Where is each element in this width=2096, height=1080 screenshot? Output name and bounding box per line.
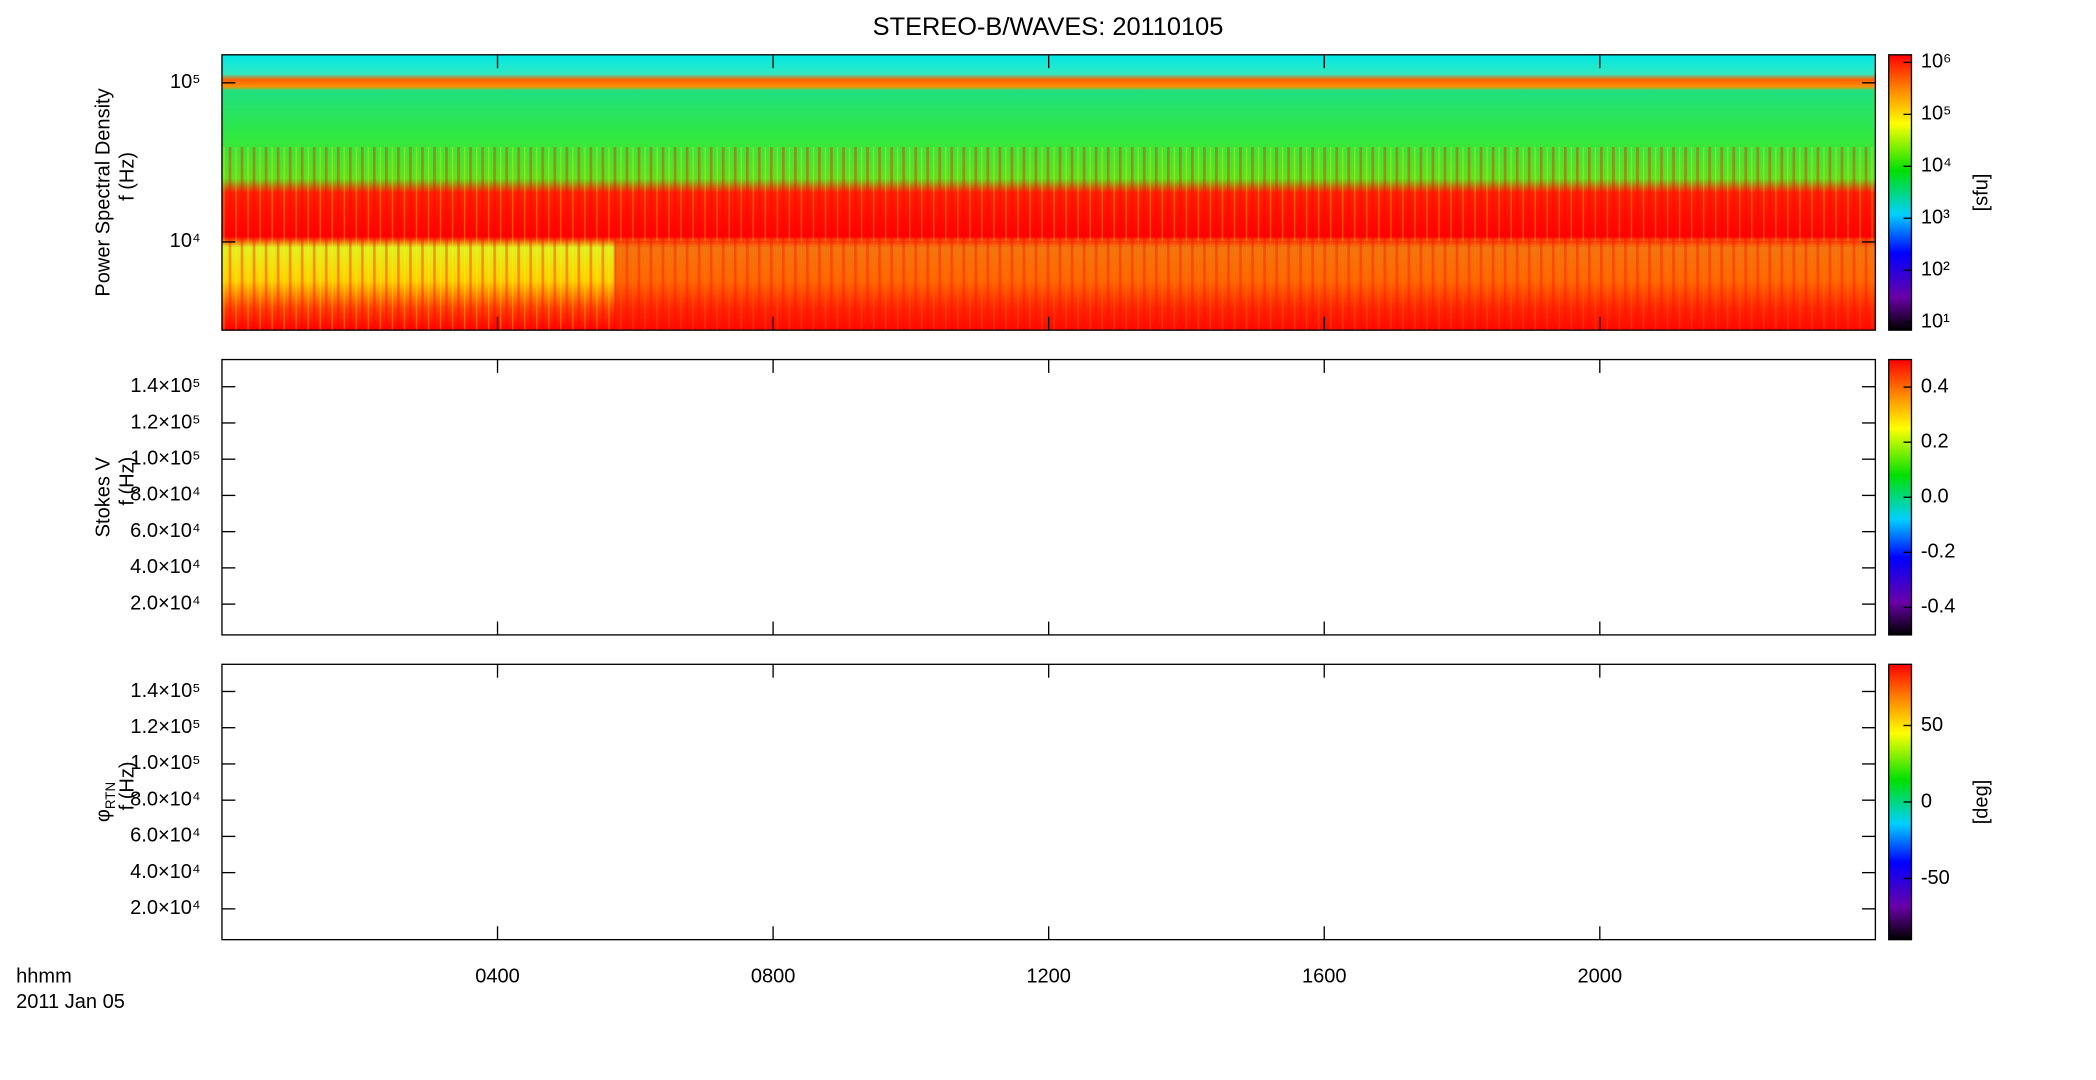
colorbar-tick-label: 0 bbox=[1921, 790, 1932, 812]
y-tick-label: 1.4×10⁵ bbox=[130, 680, 200, 702]
chart-title: STEREO-B/WAVES: 20110105 bbox=[873, 13, 1224, 41]
y-tick-label: 1.0×10⁵ bbox=[130, 447, 200, 469]
y-axis-label: f (Hz) bbox=[117, 152, 139, 201]
y-tick-label: 1.2×10⁵ bbox=[130, 411, 200, 433]
y-tick-label: 8.0×10⁴ bbox=[130, 484, 200, 506]
x-tick-label: 1600 bbox=[1302, 965, 1347, 987]
y-axis-label: Stokes V bbox=[93, 457, 115, 538]
y-axis-label-text: f (Hz) bbox=[117, 152, 139, 201]
y-tick-label: 4.0×10⁴ bbox=[130, 556, 200, 578]
y-tick-label: 8.0×10⁴ bbox=[130, 788, 200, 810]
colorbar-tick-label: -0.2 bbox=[1921, 541, 1956, 563]
y-axis-label-text: Power Spectral Density bbox=[93, 88, 115, 296]
colorbar-label: [deg] bbox=[1971, 780, 1993, 825]
date-label: 2011 Jan 05 bbox=[16, 991, 125, 1013]
colorbar-tick-label: 10⁵ bbox=[1921, 103, 1952, 125]
colorbar-tick-label: -50 bbox=[1921, 867, 1950, 889]
y-tick-label: 6.0×10⁴ bbox=[130, 520, 200, 542]
colorbar-tick-label: 10⁴ bbox=[1921, 155, 1952, 177]
y-tick-label: 2.0×10⁴ bbox=[130, 592, 200, 614]
y-axis-label-text: Stokes V bbox=[93, 457, 115, 538]
y-axis-label-text: φ bbox=[93, 809, 115, 822]
colorbar-tick-label: 10¹ bbox=[1921, 310, 1950, 332]
y-tick-label: 1.0×10⁵ bbox=[130, 752, 200, 774]
x-tick-label: 0400 bbox=[475, 965, 520, 987]
y-tick-label: 10⁴ bbox=[170, 230, 201, 252]
y-axis-label: Power Spectral Density bbox=[93, 88, 115, 296]
y-axis-label: f (Hz) bbox=[117, 457, 139, 506]
y-tick-label: 6.0×10⁴ bbox=[130, 825, 200, 847]
colorbar-tick-label: 0.2 bbox=[1921, 430, 1949, 452]
spectrogram-texture bbox=[614, 240, 1876, 331]
x-tick-label: 1200 bbox=[1026, 965, 1071, 987]
colorbar-tick-label: 50 bbox=[1921, 714, 1943, 736]
colorbar-tick-label: 0.4 bbox=[1921, 375, 1949, 397]
colorbar-tick-label: 10² bbox=[1921, 258, 1950, 280]
colorbar-tick-label: 10⁶ bbox=[1921, 51, 1952, 73]
colorbar-tick-label: -0.4 bbox=[1921, 596, 1956, 618]
x-tick-label: 0800 bbox=[751, 965, 796, 987]
y-axis-label-sub: RTN bbox=[103, 782, 118, 809]
colorbar-tick-label: 10³ bbox=[1921, 207, 1950, 229]
y-tick-label: 2.0×10⁴ bbox=[130, 897, 200, 919]
y-axis-label: φRTN bbox=[93, 782, 118, 822]
plot-frame bbox=[221, 358, 1877, 636]
y-axis-label: f (Hz) bbox=[117, 761, 139, 810]
colorbar-label: [sfu] bbox=[1971, 174, 1993, 212]
x-axis-label: hhmm bbox=[16, 965, 72, 987]
y-tick-label: 1.2×10⁵ bbox=[130, 716, 200, 738]
y-axis-label-text: f (Hz) bbox=[117, 761, 139, 810]
colorbar bbox=[1888, 54, 1913, 331]
y-tick-label: 4.0×10⁴ bbox=[130, 861, 200, 883]
x-tick-label: 2000 bbox=[1578, 965, 1623, 987]
plot-frame bbox=[221, 663, 1877, 941]
y-axis-label-text: f (Hz) bbox=[117, 457, 139, 506]
y-tick-label: 1.4×10⁵ bbox=[130, 375, 200, 397]
y-tick-label: 10⁵ bbox=[170, 71, 201, 93]
colorbar-tick-label: 0.0 bbox=[1921, 486, 1949, 508]
